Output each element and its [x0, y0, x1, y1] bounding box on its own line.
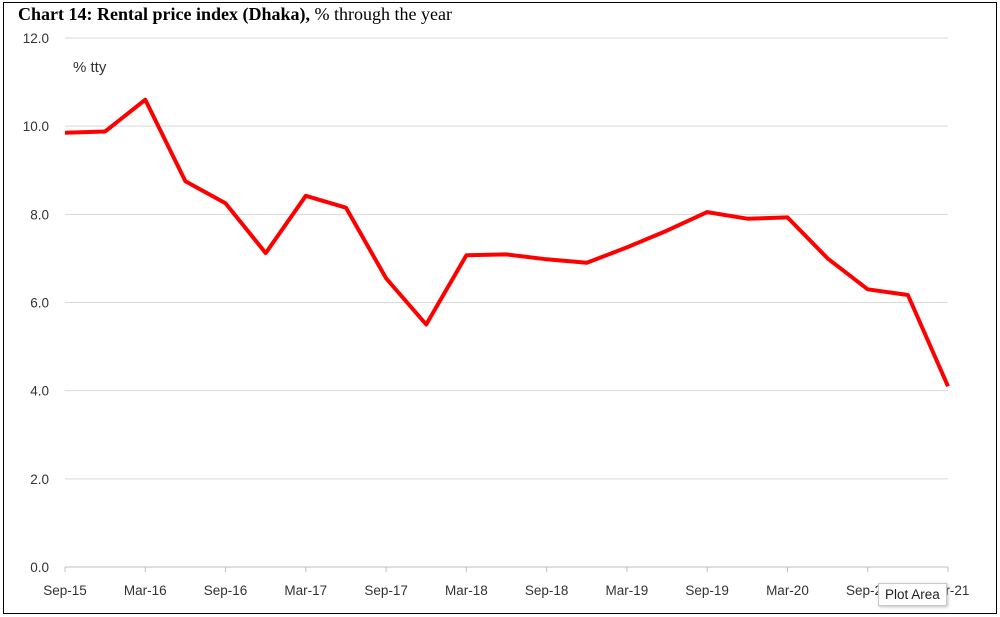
x-tick-label: Mar-19: [606, 583, 649, 598]
data-point: [625, 245, 629, 249]
y-tick-label: 10.0: [23, 119, 49, 134]
y-tick-label: 4.0: [30, 384, 49, 399]
data-point: [705, 210, 709, 214]
x-tick-label: Mar-17: [284, 583, 327, 598]
data-point: [424, 323, 428, 327]
x-tick-label: Sep-16: [204, 583, 248, 598]
data-point: [545, 257, 549, 261]
x-tick-label: Sep-17: [364, 583, 408, 598]
y-tick-label: 6.0: [30, 296, 49, 311]
chart-frame: [3, 2, 997, 614]
x-tick-labels: Sep-15 Mar-16 Sep-16 Mar-17 Sep-17 Mar-18 Sep-…: [43, 583, 969, 598]
y-tick-label: 8.0: [30, 207, 49, 222]
data-point: [264, 251, 268, 255]
data-point: [585, 261, 589, 265]
data-point: [183, 179, 187, 183]
data-point: [745, 217, 749, 221]
series-layer: [63, 97, 950, 388]
data-point: [906, 293, 910, 297]
data-point: [224, 201, 228, 205]
data-point: [785, 215, 789, 219]
y-tick-label: 0.0: [30, 560, 49, 575]
y-tick-labels: 0.0 2.0 4.0 6.0 8.0 10.0 12.0: [23, 31, 49, 575]
unit-label: % tty: [73, 59, 107, 76]
data-point: [344, 206, 348, 210]
y-tick-label: 2.0: [30, 472, 49, 487]
data-point: [826, 256, 830, 260]
data-point: [384, 276, 388, 280]
data-point: [866, 287, 870, 291]
plot-area-tooltip: Plot Area: [878, 583, 947, 606]
axes: [64, 566, 949, 572]
x-tick-label: Mar-16: [124, 583, 167, 598]
x-tick-label: Mar-18: [445, 583, 488, 598]
data-point: [946, 384, 950, 388]
gridlines: [65, 37, 948, 480]
chart-title-bold: Chart 14: Rental price index (Dhaka),: [18, 4, 310, 24]
y-tick-label: 12.0: [23, 31, 49, 46]
data-point: [63, 131, 67, 135]
data-point: [304, 194, 308, 198]
data-point: [143, 98, 147, 102]
x-tick-label: Sep-19: [685, 583, 729, 598]
data-point: [464, 253, 468, 257]
data-point: [505, 252, 509, 256]
x-tick-label: Sep-18: [525, 583, 569, 598]
series-line-0: [64, 97, 950, 388]
chart-title-normal: % through the year: [309, 4, 452, 24]
data-point: [103, 129, 107, 133]
x-tick-label: Mar-20: [766, 583, 809, 598]
data-point: [665, 229, 669, 233]
x-tick-label: Sep-15: [43, 583, 87, 598]
chart-title: Chart 14: Rental price index (Dhaka), % …: [18, 4, 452, 25]
